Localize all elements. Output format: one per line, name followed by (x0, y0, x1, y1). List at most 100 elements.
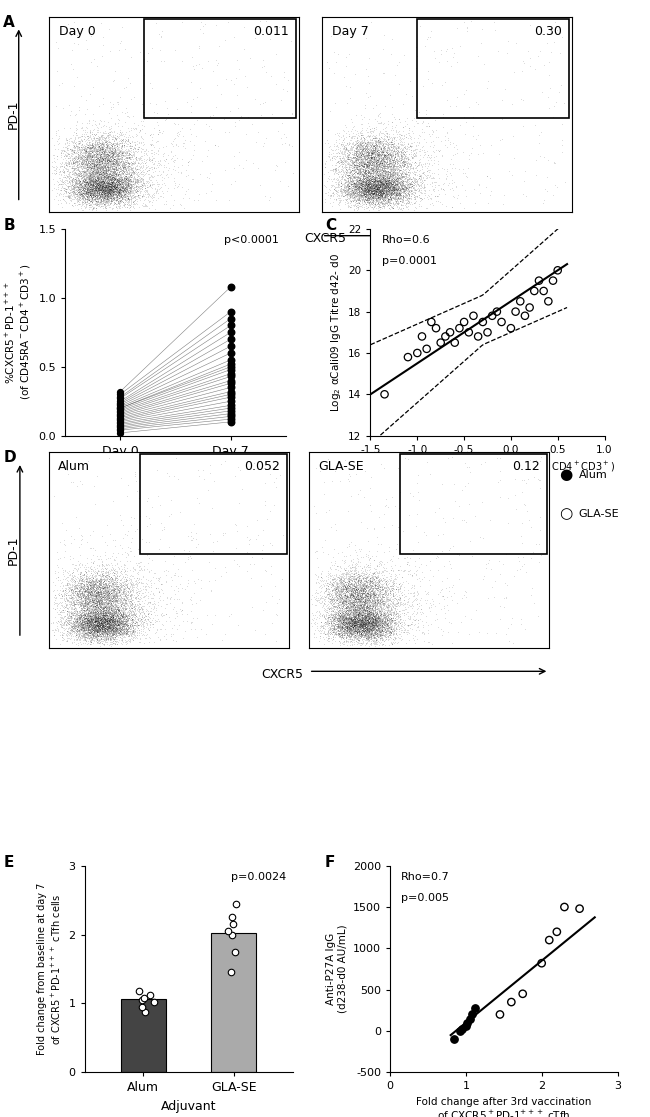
Point (76, 618, 86, 636)
Point (367, 152, 378, 170)
Point (122, 153, 133, 171)
Point (382, 611, 393, 629)
Point (367, 613, 378, 631)
Point (380, 574, 391, 592)
Point (356, 179, 367, 197)
Point (95, 576, 105, 594)
Point (73, 595, 83, 613)
Point (367, 618, 377, 636)
Point (400, 187, 411, 204)
Point (91, 610, 101, 628)
Point (76, 575, 86, 593)
Point (317, 589, 327, 607)
Point (78, 184, 88, 202)
Point (73, 613, 84, 631)
Point (79, 169, 89, 187)
Point (341, 161, 351, 179)
Point (109, 154, 120, 172)
Point (126, 183, 136, 201)
Point (95, 608, 105, 626)
Point (80, 583, 90, 601)
Point (55, 175, 65, 193)
Point (112, 577, 122, 595)
Point (362, 598, 372, 615)
Point (338, 584, 348, 602)
Point (90, 617, 100, 634)
Point (370, 579, 380, 596)
Point (390, 189, 400, 207)
Point (340, 451, 350, 469)
Point (378, 622, 389, 640)
Point (90, 146, 101, 164)
Point (362, 153, 372, 171)
Point (73, 139, 84, 156)
Point (372, 156, 382, 174)
Point (98, 140, 109, 157)
Point (105, 185, 116, 203)
Point (148, 185, 158, 203)
Point (363, 146, 373, 164)
Point (376, 144, 386, 162)
Point (80, 594, 90, 612)
Point (85, 632, 96, 650)
Point (157, 614, 167, 632)
Point (146, 188, 156, 206)
Point (97, 178, 107, 195)
Point (387, 163, 398, 181)
Point (370, 603, 380, 621)
Point (88, 621, 98, 639)
Point (81, 618, 91, 636)
Point (120, 601, 131, 619)
Point (411, 113, 422, 131)
Point (79, 586, 89, 604)
Point (89, 188, 99, 206)
Point (326, 567, 336, 585)
Point (362, 620, 372, 638)
Point (101, 593, 111, 611)
Point (107, 156, 118, 174)
Point (66, 581, 77, 599)
Point (83, 612, 93, 630)
Point (367, 585, 378, 603)
Point (178, 137, 188, 155)
Point (374, 155, 384, 173)
Point (370, 609, 380, 627)
Point (387, 161, 397, 179)
Point (358, 620, 369, 638)
Point (369, 607, 380, 624)
Point (109, 605, 119, 623)
Point (130, 172, 140, 190)
Point (104, 596, 114, 614)
Point (127, 162, 138, 180)
Point (90, 609, 101, 627)
Point (352, 180, 363, 198)
Point (105, 614, 116, 632)
Point (101, 605, 112, 623)
Point (105, 165, 115, 183)
Point (118, 178, 128, 195)
Point (356, 155, 367, 173)
Point (118, 602, 128, 620)
Point (100, 622, 110, 640)
Point (86, 169, 96, 187)
Point (369, 191, 379, 209)
Point (124, 185, 135, 203)
Point (159, 517, 169, 535)
Point (103, 611, 113, 629)
Point (89, 154, 99, 172)
Point (101, 157, 112, 175)
Point (99, 194, 110, 212)
Point (332, 580, 342, 598)
Point (90, 125, 101, 143)
Point (90, 609, 100, 627)
Point (97, 579, 107, 596)
Point (77, 615, 88, 633)
Point (380, 607, 390, 624)
Point (387, 147, 397, 165)
Point (72, 591, 83, 609)
Point (370, 174, 380, 192)
Point (328, 570, 339, 588)
Point (395, 595, 405, 613)
Point (357, 176, 367, 194)
Point (118, 180, 128, 198)
